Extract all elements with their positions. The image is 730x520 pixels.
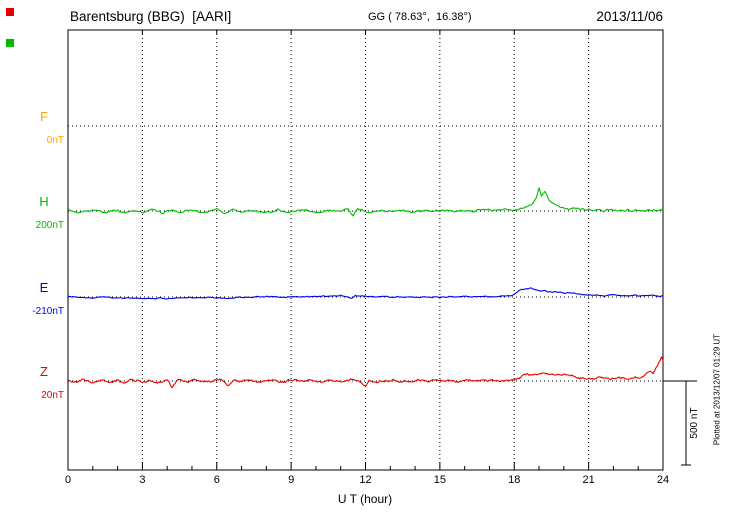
component-label-E: E [39, 280, 49, 295]
component-baseline-label-Z: 20nT [41, 390, 64, 401]
plot-date: 2013/11/06 [596, 9, 663, 24]
x-tick-label: 12 [359, 474, 372, 486]
left-margin-red-marker [6, 8, 14, 16]
x-tick-label: 0 [64, 474, 72, 486]
x-tick-label: 9 [288, 474, 295, 486]
component-label-Z: Z [40, 364, 48, 379]
x-tick-label: 3 [139, 474, 146, 486]
trace-H [67, 187, 664, 217]
x-tick-label: 18 [508, 474, 521, 486]
x-axis-label: U T (hour) [337, 492, 393, 506]
observatory-coordinates: GG ( 78.63°, 16.38°) [368, 11, 472, 23]
station-title: Barentsburg (BBG) [AARI] [70, 9, 232, 24]
component-baseline-label-E: -210nT [32, 306, 64, 317]
trace-Z [67, 356, 664, 389]
scale-bar-label: 500 nT [689, 407, 700, 439]
component-label-H: H [39, 194, 49, 209]
left-margin-green-marker [6, 39, 14, 47]
trace-E [67, 287, 664, 300]
plotted-timestamp-note: Plotted at 2013/12/07 01:29 UT [712, 333, 722, 446]
x-tick-label: 24 [656, 474, 670, 486]
component-label-F: F [40, 109, 48, 124]
component-baseline-label-H: 200nT [35, 220, 64, 231]
component-baseline-label-F: 0nT [46, 135, 64, 146]
x-tick-label: 15 [433, 474, 446, 486]
x-tick-label: 6 [213, 474, 220, 486]
x-tick-label: 21 [582, 474, 595, 486]
